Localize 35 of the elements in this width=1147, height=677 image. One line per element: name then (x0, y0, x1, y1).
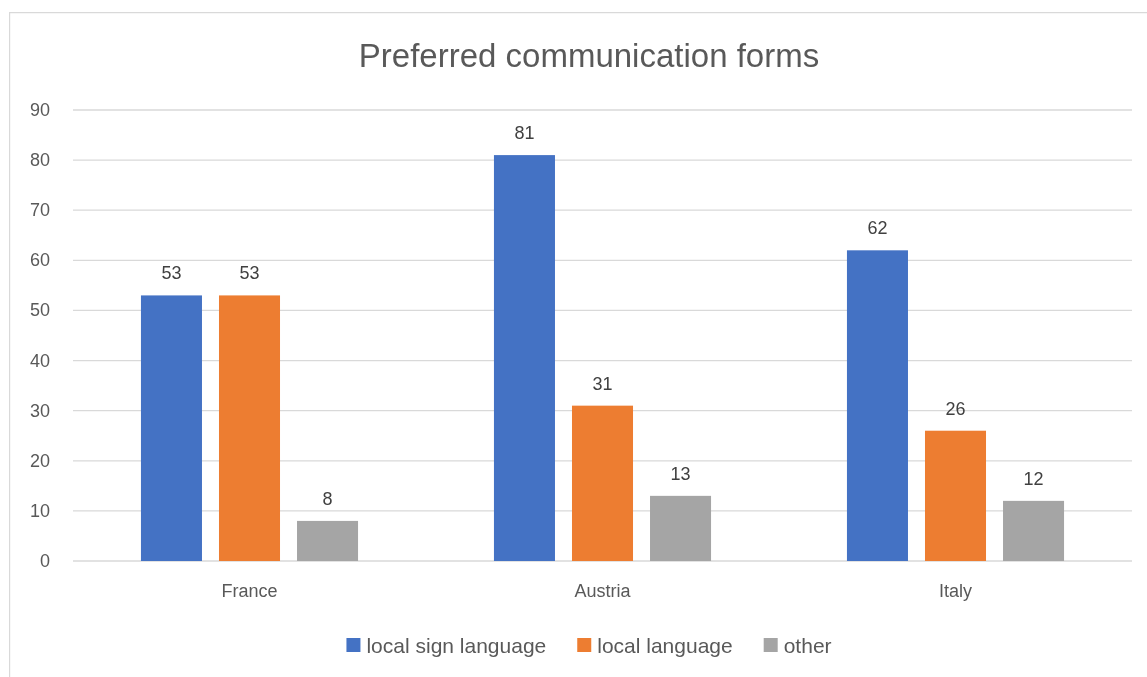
y-tick-label: 30 (29, 400, 50, 421)
y-tick-label: 0 (39, 551, 50, 571)
bar (846, 250, 908, 561)
bar (297, 520, 359, 561)
y-tick-label: 90 (29, 100, 50, 120)
data-label: 31 (592, 373, 613, 394)
y-tick-label: 80 (29, 150, 50, 171)
bar (218, 295, 281, 561)
bar (924, 430, 987, 561)
bar (571, 405, 634, 561)
data-label: 13 (670, 463, 691, 484)
y-tick-label: 50 (29, 300, 50, 321)
legend-label: local language (597, 633, 733, 657)
bar (650, 495, 712, 561)
x-tick-label: Italy (938, 581, 973, 601)
bar (493, 155, 555, 561)
data-label: 53 (161, 263, 182, 284)
chart-title: Preferred communication forms (358, 36, 820, 74)
bar (140, 295, 202, 561)
legend-label: other (783, 633, 832, 657)
y-tick-label: 10 (29, 500, 50, 521)
data-label: 62 (867, 218, 888, 239)
data-label: 12 (1023, 468, 1044, 489)
y-tick-label: 70 (29, 200, 50, 221)
legend-label: local sign language (366, 633, 547, 657)
y-tick-label: 20 (29, 450, 50, 471)
data-label: 53 (239, 263, 260, 284)
bar (1003, 500, 1065, 561)
x-tick-label: Austria (574, 581, 632, 601)
y-tick-label: 40 (29, 350, 50, 371)
data-label: 8 (322, 488, 333, 509)
data-label: 81 (514, 123, 535, 144)
data-label: 26 (945, 398, 966, 419)
x-tick-label: France (221, 581, 278, 601)
y-tick-label: 60 (29, 250, 50, 271)
